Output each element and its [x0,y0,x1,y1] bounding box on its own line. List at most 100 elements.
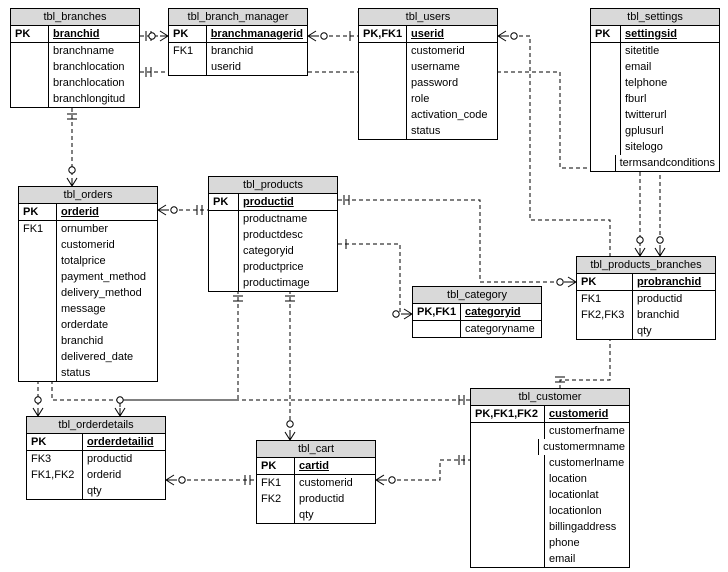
attr-field: twitterurl [621,107,719,123]
fk-label [471,423,545,439]
fk-label [359,59,407,75]
fk-label [591,155,616,171]
fk-label [359,75,407,91]
fk-label [413,321,461,337]
attr-field: delivered_date [57,349,157,365]
entity-title: tbl_cart [257,441,375,458]
fk-label: FK1 [19,221,57,237]
entity-title: tbl_products [209,177,337,194]
relationship-line [338,244,412,314]
fk-label [471,471,545,487]
fk-label [591,59,621,75]
attr-field: activation_code [407,107,497,123]
pk-field: orderid [57,204,157,220]
fk-label [257,507,295,523]
fk-label [209,275,239,291]
fk-label: FK1,FK2 [27,467,83,483]
pk-field: orderdetailid [83,434,165,450]
attr-field: sitetitle [621,43,719,59]
fk-label [591,107,621,123]
fk-label [209,259,239,275]
attr-field: productdesc [239,227,337,243]
attr-field: productname [239,211,337,227]
attr-field: productprice [239,259,337,275]
fk-label [471,439,539,455]
attr-field: branchlongitud [49,91,139,107]
fk-label: FK1 [169,43,207,59]
attr-field: payment_method [57,269,157,285]
fk-label [359,107,407,123]
fk-label [19,253,57,269]
fk-label [359,123,407,139]
fk-label [169,59,207,75]
pk-field: customerid [545,406,629,422]
entity-branches: tbl_branchesPKbranchidbranchnamebranchlo… [10,8,140,108]
fk-label [19,349,57,365]
entity-customer: tbl_customerPK,FK1,FK2customeridcustomer… [470,388,630,568]
fk-label [471,519,545,535]
entity-title: tbl_branch_manager [169,9,307,26]
fk-label [19,285,57,301]
pk-label: PK [257,458,295,474]
attr-field: email [621,59,719,75]
entity-cart: tbl_cartPKcartidFK1customeridFK2producti… [256,440,376,524]
attr-field: categoryname [461,321,541,337]
fk-label: FK1 [577,291,633,307]
entity-title: tbl_category [413,287,541,304]
fk-label [19,301,57,317]
attr-field: telphone [621,75,719,91]
fk-label [591,91,621,107]
attr-field: customermname [539,439,629,455]
entity-branch_manager: tbl_branch_managerPKbranchmanageridFK1br… [168,8,308,76]
attr-field: locationlon [545,503,629,519]
pk-label: PK,FK1 [413,304,461,320]
attr-field: gplusurl [621,123,719,139]
fk-label: FK2,FK3 [577,307,633,323]
fk-label [591,139,621,155]
fk-label [11,75,49,91]
fk-label [471,535,545,551]
fk-label [591,43,621,59]
attr-field: qty [295,507,375,523]
attr-field: email [545,551,629,567]
entity-title: tbl_settings [591,9,719,26]
attr-field: location [545,471,629,487]
pk-label: PK [19,204,57,220]
pk-label: PK [169,26,207,42]
attr-field: termsandconditions [616,155,719,171]
pk-field: branchid [49,26,139,42]
fk-label: FK1 [257,475,295,491]
entity-title: tbl_orders [19,187,157,204]
fk-label [209,211,239,227]
attr-field: orderdate [57,317,157,333]
pk-field: categoryid [461,304,541,320]
pk-label: PK [577,274,633,290]
attr-field: customerlname [545,455,629,471]
fk-label [19,269,57,285]
attr-field: productid [83,451,165,467]
pk-field: cartid [295,458,375,474]
attr-field: branchlocation [49,75,139,91]
relationship-line [338,200,576,282]
attr-field: customerfname [545,423,629,439]
attr-field: billingaddress [545,519,629,535]
fk-label [591,123,621,139]
fk-label [577,323,633,339]
entity-users: tbl_usersPK,FK1useridcustomeridusernamep… [358,8,498,140]
pk-label: PK,FK1,FK2 [471,406,545,422]
attr-field: categoryid [239,243,337,259]
entity-orderdetails: tbl_orderdetailsPKorderdetailidFK3produc… [26,416,166,500]
entity-category: tbl_categoryPK,FK1categoryidcategoryname [412,286,542,338]
attr-field: branchname [49,43,139,59]
attr-field: delivery_method [57,285,157,301]
attr-field: productimage [239,275,337,291]
attr-field: qty [83,483,165,499]
pk-field: settingsid [621,26,719,42]
fk-label [11,91,49,107]
attr-field: role [407,91,497,107]
fk-label [209,227,239,243]
entity-title: tbl_products_branches [577,257,715,274]
attr-field: totalprice [57,253,157,269]
pk-field: branchmanagerid [207,26,307,42]
attr-field: orderid [83,467,165,483]
